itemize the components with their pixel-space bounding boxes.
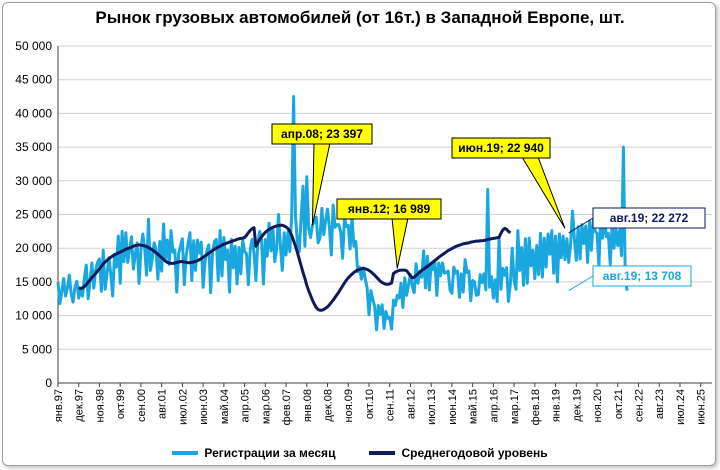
x-tick-label: окт.21 <box>613 389 625 419</box>
legend-label-average: Среднегодовой уровень <box>401 446 548 460</box>
callout-label: июн.19; 22 940 <box>458 141 544 155</box>
x-tick-label: авг.12 <box>405 389 417 419</box>
x-tick-label: окт.10 <box>364 389 376 419</box>
x-tick-label: янв.08 <box>302 389 314 422</box>
callout-box <box>451 137 551 159</box>
x-tick-label: май.04 <box>219 389 231 424</box>
x-tick-label: дек.97 <box>74 389 86 422</box>
chart-legend: Регистрации за месяц Среднегодовой урове… <box>0 446 720 460</box>
y-tick-label: 20 000 <box>15 241 52 255</box>
callout-box <box>271 123 373 145</box>
x-tick-label: ноя.20 <box>592 389 604 422</box>
y-tick-label: 25 000 <box>15 208 52 222</box>
callout-pointer <box>521 156 566 229</box>
annotation-callout: авг.19; 13 708 <box>568 265 692 292</box>
callout-label: апр.08; 23 397 <box>281 127 363 141</box>
y-tick-label: 35 000 <box>15 140 52 154</box>
callout-box <box>336 198 442 220</box>
x-tick-label: сен.11 <box>385 389 397 421</box>
y-tick-label: 5 000 <box>22 342 52 356</box>
y-tick-label: 0 <box>45 376 52 390</box>
y-tick-label: 50 000 <box>15 39 52 53</box>
x-tick-label: янв.97 <box>53 389 65 422</box>
y-tick-label: 30 000 <box>15 174 52 188</box>
legend-label-monthly: Регистрации за месяц <box>204 446 336 460</box>
x-tick-label: фев.18 <box>530 389 542 425</box>
x-tick-label: июл.02 <box>177 389 189 425</box>
legend-item-average: Среднегодовой уровень <box>369 446 548 460</box>
annotation-callout: июн.19; 22 940 <box>451 137 566 229</box>
x-tick-label: дек.08 <box>323 389 335 422</box>
x-tick-label: май.15 <box>468 389 480 424</box>
callout-pointer <box>391 217 409 269</box>
legend-item-monthly: Регистрации за месяц <box>172 446 335 460</box>
x-tick-label: июн.25 <box>696 389 708 425</box>
chart-title: Рынок грузовых автомобилей (от 16т.) в З… <box>95 8 625 27</box>
y-tick-label: 10 000 <box>15 309 52 323</box>
x-tick-label: дек.19 <box>571 389 583 422</box>
annotation-callout: янв.12; 16 989 <box>336 198 442 269</box>
x-tick-label: июн.03 <box>198 389 210 425</box>
legend-swatch-monthly <box>172 451 199 455</box>
callout-leader <box>568 275 594 292</box>
x-tick-label: авг.23 <box>654 389 666 419</box>
annotation-callout: апр.08; 23 397 <box>271 123 373 226</box>
x-tick-label: июн.14 <box>447 389 459 425</box>
callout-leader <box>568 217 594 234</box>
x-tick-label: мар.06 <box>260 389 272 424</box>
annotation-callout: авг.19; 22 272 <box>568 207 706 234</box>
x-tick-label: сен.22 <box>633 389 645 422</box>
x-tick-label: июл.24 <box>675 389 687 425</box>
x-tick-label: апр.16 <box>488 389 500 422</box>
legend-swatch-average <box>369 451 396 455</box>
x-tick-label: окт.99 <box>115 389 127 419</box>
y-tick-label: 15 000 <box>15 275 52 289</box>
x-tick-label: мар.17 <box>509 389 521 424</box>
x-tick-label: фев.07 <box>281 389 293 425</box>
callout-box <box>592 207 706 229</box>
x-tick-label: ноя.09 <box>343 389 355 422</box>
callout-label: авг.19; 13 708 <box>603 269 682 283</box>
x-tick-label: июл.13 <box>426 389 438 425</box>
callout-box <box>592 265 692 287</box>
x-tick-label: апр.05 <box>240 389 252 422</box>
x-tick-label: ноя.98 <box>94 389 106 422</box>
x-tick-label: авг.01 <box>157 389 169 419</box>
x-tick-label: янв.19 <box>551 389 563 422</box>
series-line-average <box>78 223 512 312</box>
series-line-monthly <box>56 95 629 332</box>
y-tick-label: 40 000 <box>15 106 52 120</box>
callout-label: янв.12; 16 989 <box>348 202 431 216</box>
callout-label: авг.19; 22 272 <box>610 211 689 225</box>
x-tick-label: сен.00 <box>136 389 148 422</box>
y-tick-label: 45 000 <box>15 73 52 87</box>
